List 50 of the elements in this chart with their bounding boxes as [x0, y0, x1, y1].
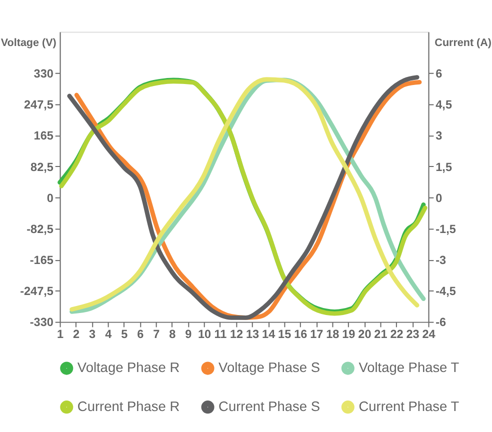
x-tick-label: 16: [294, 328, 308, 341]
y2-tick-label: 3: [436, 130, 443, 143]
y-tick-label: 247,5: [24, 98, 54, 112]
y2-axis-title: Current (A): [434, 36, 492, 49]
x-tick-label: 23: [406, 328, 420, 341]
x-tick-label: 15: [278, 328, 292, 341]
x-tick-label: 5: [121, 328, 128, 341]
x-tick-label: 20: [358, 328, 372, 341]
legend-label: Voltage Phase T: [358, 360, 460, 376]
x-tick-label: 12: [230, 328, 244, 341]
y2-tick-label: 1,5: [436, 160, 452, 174]
y-tick-label: 165: [34, 130, 54, 143]
y-tick-label: -247,5: [20, 285, 54, 298]
x-tick-label: 18: [326, 328, 340, 341]
x-tick-label: 22: [390, 328, 404, 341]
y-tick-label: 82,5: [30, 160, 54, 174]
y2-tick-label: 0: [436, 192, 443, 205]
x-tick-label: 24: [422, 328, 436, 341]
y2-tick-label: -3: [436, 254, 447, 268]
x-tick-label: 21: [374, 328, 388, 341]
y-tick-label: -330: [30, 316, 54, 330]
y2-tick-label: -4,5: [436, 285, 456, 298]
y-tick-label: -82,5: [26, 222, 54, 236]
x-tick-label: 1: [57, 328, 64, 341]
y-tick-label: -165: [30, 254, 54, 268]
x-tick-label: 6: [137, 328, 144, 341]
x-tick-label: 19: [342, 328, 356, 341]
x-tick-label: 9: [185, 328, 192, 341]
legend-label: Voltage Phase R: [77, 360, 180, 376]
y-axis-title: Voltage (V): [0, 36, 57, 49]
x-tick-label: 3: [89, 328, 96, 341]
x-tick-label: 8: [169, 328, 176, 341]
x-tick-label: 17: [310, 328, 324, 341]
y2-tick-label: -6: [436, 316, 447, 330]
y-tick-label: 330: [34, 68, 54, 81]
x-tick-label: 14: [262, 328, 276, 341]
legend-label: Current Phase S: [218, 399, 320, 414]
x-tick-label: 4: [105, 328, 112, 341]
y2-tick-label: 4,5: [436, 98, 452, 112]
x-tick-label: 2: [73, 328, 80, 341]
legend-label: Current Phase R: [77, 399, 180, 414]
legend-label: Voltage Phase S: [218, 360, 320, 376]
y2-tick-label: 6: [436, 68, 443, 81]
x-tick-label: 11: [214, 328, 228, 341]
legend-label: Current Phase T: [358, 399, 460, 414]
x-tick-label: 13: [246, 328, 260, 341]
y-tick-label: 0: [46, 192, 54, 205]
x-tick-label: 10: [198, 328, 212, 341]
x-tick-label: 7: [153, 328, 160, 341]
y2-tick-label: -1,5: [436, 222, 456, 236]
